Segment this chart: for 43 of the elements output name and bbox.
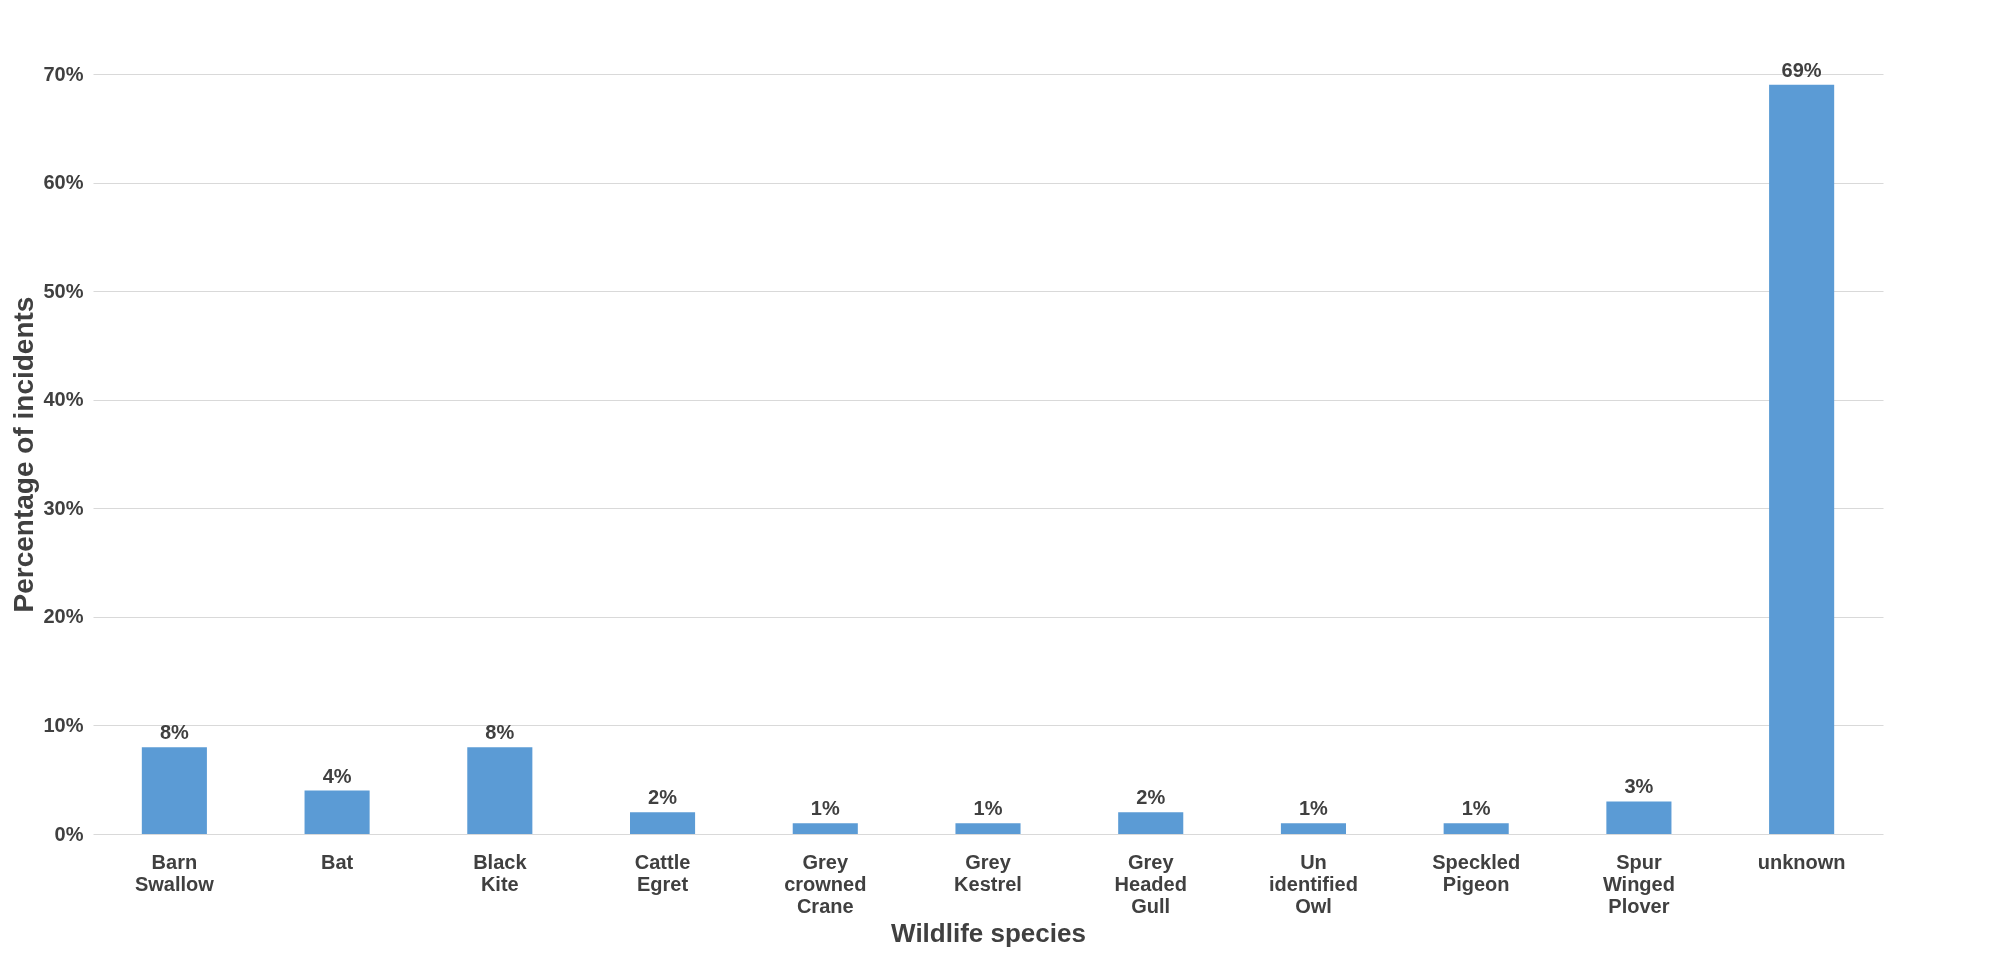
data-label: 69% (1781, 58, 1822, 81)
data-label: 2% (648, 786, 678, 809)
x-tick-label: Grey Kestrel (954, 850, 1022, 895)
data-label: 8% (159, 721, 190, 744)
data-label: 1% (810, 797, 840, 820)
bar (141, 747, 207, 834)
x-tick-label: Black Kite (473, 850, 528, 895)
data-label: 8% (485, 721, 515, 744)
bar (955, 823, 1021, 834)
x-tick-label: Cattle Egret (634, 850, 691, 895)
bar (1443, 823, 1509, 834)
bar (1769, 84, 1835, 834)
x-tick-label: Un identified Owl (1269, 850, 1358, 917)
data-label: 1% (973, 797, 1003, 820)
x-tick-label: Grey crowned Crane (784, 850, 867, 917)
data-label: 1% (1299, 797, 1329, 820)
y-tick-label: 0% (54, 822, 84, 845)
y-tick-label: 50% (43, 279, 84, 302)
y-axis-title: Percentage of incidents (8, 296, 40, 613)
bar (467, 747, 533, 834)
bar (1118, 812, 1184, 834)
data-label: 1% (1461, 797, 1491, 820)
bar (1606, 801, 1672, 834)
y-tick-label: 60% (43, 171, 84, 194)
x-tick-label: Speckled Pigeon (1432, 850, 1521, 895)
bar (1280, 823, 1346, 834)
x-tick-label: Spur Winged Plover (1602, 850, 1675, 917)
x-tick-label: Barn Swallow (134, 850, 215, 895)
x-tick-label: unknown (1757, 850, 1846, 873)
x-tick-label: Bat (320, 850, 354, 873)
x-tick-label: Grey Headed Gull (1114, 850, 1187, 917)
y-tick-label: 70% (43, 62, 84, 85)
y-tick-label: 40% (43, 388, 84, 411)
bar (792, 823, 858, 834)
bar (304, 790, 370, 834)
data-label: 2% (1136, 786, 1166, 809)
y-tick-label: 20% (43, 605, 84, 628)
x-axis-title: Wildlife species (891, 917, 1086, 948)
bar (630, 812, 696, 834)
data-label: 4% (322, 764, 352, 787)
y-tick-label: 30% (43, 496, 84, 519)
y-tick-label: 10% (43, 713, 84, 736)
data-label: 3% (1624, 775, 1654, 798)
